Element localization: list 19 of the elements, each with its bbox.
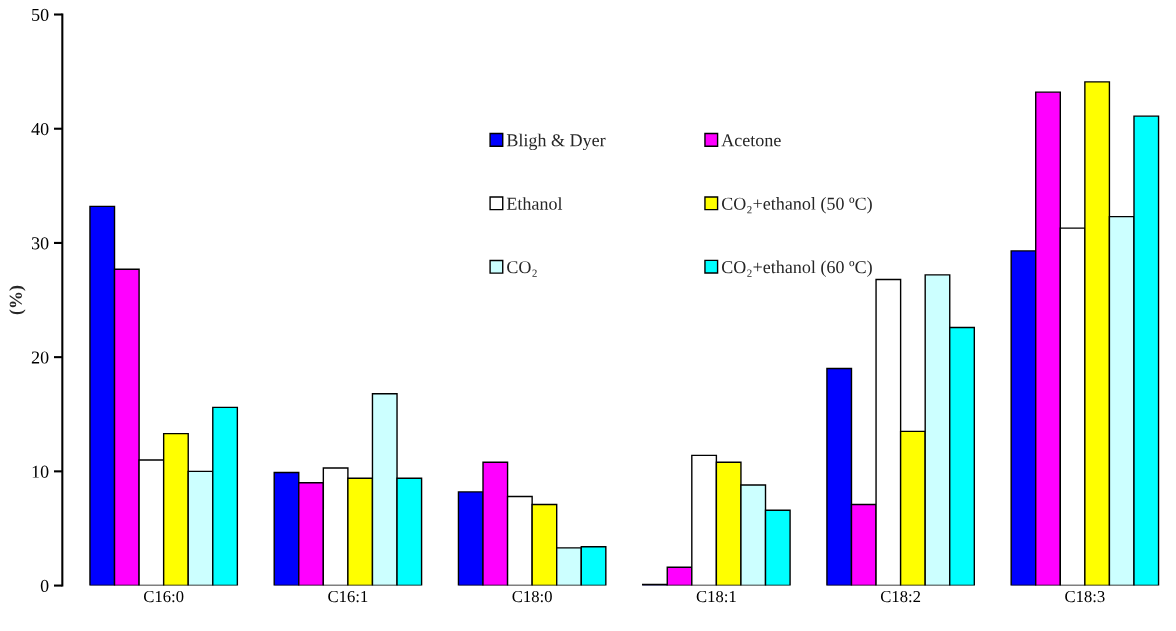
y-axis-title: (%) [9,285,26,315]
x-tick-label: C18:3 [1065,590,1105,603]
x-tick-label: C18:2 [880,590,921,603]
x-tick-label: C18:0 [512,590,552,603]
legend-label: CO₂ [507,261,537,277]
legend-label: CO₂+ethanol (50 ºC) [721,197,872,214]
legend-label: CO₂+ethanol (60 ºC) [721,260,872,277]
y-tick-label: 30 [31,237,49,250]
y-tick-label: 10 [32,465,49,478]
x-tick-label: C16:1 [328,590,368,603]
x-tick-label: C16:0 [143,590,184,603]
legend-label: Ethanol [506,197,563,210]
y-tick-label: 40 [31,122,49,136]
legend-label: Acetone [721,134,781,147]
y-tick-label: 50 [32,8,49,21]
legend-label: Bligh & Dyer [506,133,606,151]
y-tick-label: 0 [40,579,49,593]
x-tick-label: C18:1 [696,590,736,603]
y-tick-label: 20 [31,351,49,364]
